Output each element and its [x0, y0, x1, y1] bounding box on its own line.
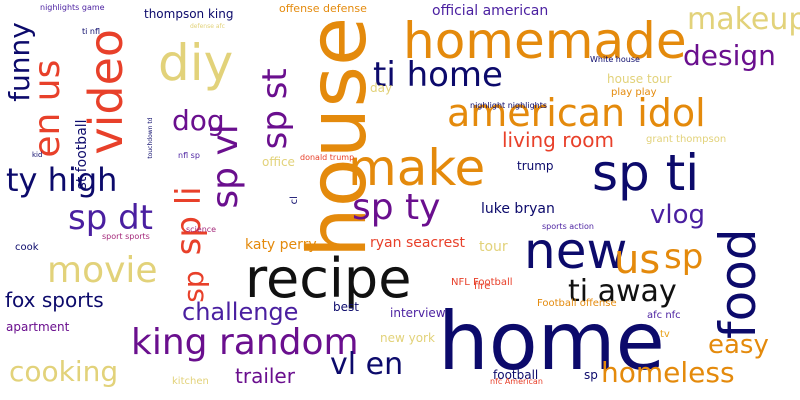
- cloud-word: White house: [590, 55, 640, 64]
- cloud-word: football: [493, 368, 539, 382]
- cloud-word: house tour: [607, 72, 672, 86]
- cloud-word: best: [333, 300, 359, 314]
- cloud-word: homeless: [601, 356, 735, 389]
- cloud-word: living room: [502, 128, 614, 152]
- cloud-word: food: [709, 228, 767, 339]
- cloud-word: cl: [289, 196, 300, 205]
- cloud-word: new: [524, 222, 628, 280]
- cloud-word: katy perry: [245, 237, 317, 253]
- cloud-word: play play: [611, 87, 657, 98]
- cloud-word: sp st: [255, 68, 295, 150]
- cloud-word: vl en: [330, 347, 404, 382]
- cloud-word: nfl sp: [178, 151, 200, 160]
- cloud-word: nfc American: [490, 377, 543, 386]
- cloud-word: fox sports: [5, 288, 104, 312]
- cloud-word: tv: [660, 329, 670, 340]
- cloud-word: homemade: [403, 12, 687, 70]
- cloud-word: ti home: [373, 55, 503, 95]
- cloud-word: king random: [131, 322, 359, 363]
- cloud-word: recipe: [245, 247, 412, 310]
- cloud-word: ryan seacrest: [370, 235, 465, 251]
- cloud-word: Football offense: [537, 298, 617, 309]
- cloud-word: offense defense: [279, 2, 367, 15]
- cloud-word: make: [348, 139, 486, 197]
- cloud-word: grant thompson: [646, 134, 727, 145]
- cloud-word: diy: [158, 34, 234, 92]
- cloud-word: movie: [47, 250, 158, 291]
- cloud-word: ty high: [6, 161, 118, 199]
- cloud-word: cook: [15, 242, 39, 253]
- cloud-word: kitchen: [172, 376, 209, 387]
- cloud-word: day: [370, 81, 393, 95]
- cloud-word: official american: [432, 3, 549, 19]
- cloud-word: fire: [474, 281, 491, 292]
- cloud-word: easy: [708, 330, 769, 360]
- cloud-word: home: [438, 295, 665, 388]
- cloud-word: sport sports: [102, 232, 150, 241]
- cloud-word: nighlight nighlights: [470, 101, 548, 110]
- cloud-word: defense afc: [190, 23, 225, 30]
- cloud-word: ti away: [568, 274, 677, 309]
- cloud-word: american idol: [447, 91, 706, 135]
- cloud-word: apartment: [6, 320, 70, 334]
- cloud-word: kid: [32, 151, 43, 159]
- cloud-word: makeup: [687, 2, 800, 37]
- cloud-word: tour: [479, 239, 508, 255]
- cloud-word: nighlights game: [40, 3, 105, 12]
- cloud-word: us: [614, 237, 661, 283]
- cloud-word: sp ti: [592, 144, 700, 202]
- cloud-word: sp: [584, 368, 598, 382]
- cloud-word: office: [262, 155, 295, 169]
- cloud-word: touchdown td: [147, 117, 154, 159]
- cloud-word: thompson king: [144, 7, 234, 21]
- cloud-word: sp dt: [68, 198, 154, 238]
- cloud-word: st football: [74, 119, 90, 190]
- cloud-word: NFL Football: [451, 277, 513, 288]
- cloud-word: sports action: [542, 222, 594, 231]
- cloud-word: afc nfc: [647, 310, 681, 321]
- cloud-word: funny: [3, 22, 36, 102]
- cloud-word: sp ty: [352, 187, 441, 228]
- cloud-word: science: [186, 225, 217, 234]
- cloud-word: vlog: [650, 200, 706, 230]
- cloud-word: ti nfl: [82, 27, 101, 36]
- cloud-word: sp: [664, 237, 704, 277]
- cloud-word: sp li: [169, 186, 209, 256]
- cloud-word: cooking: [9, 355, 119, 388]
- cloud-word: luke bryan: [481, 201, 555, 217]
- cloud-word: trump: [517, 159, 554, 173]
- cloud-word: new york: [380, 331, 435, 345]
- cloud-word: interview: [390, 306, 446, 320]
- cloud-word: challenge: [182, 298, 299, 326]
- cloud-word: dog: [172, 104, 225, 137]
- cloud-word: trailer: [235, 364, 295, 388]
- cloud-word: design: [683, 39, 776, 72]
- cloud-word: donald trump: [300, 153, 355, 162]
